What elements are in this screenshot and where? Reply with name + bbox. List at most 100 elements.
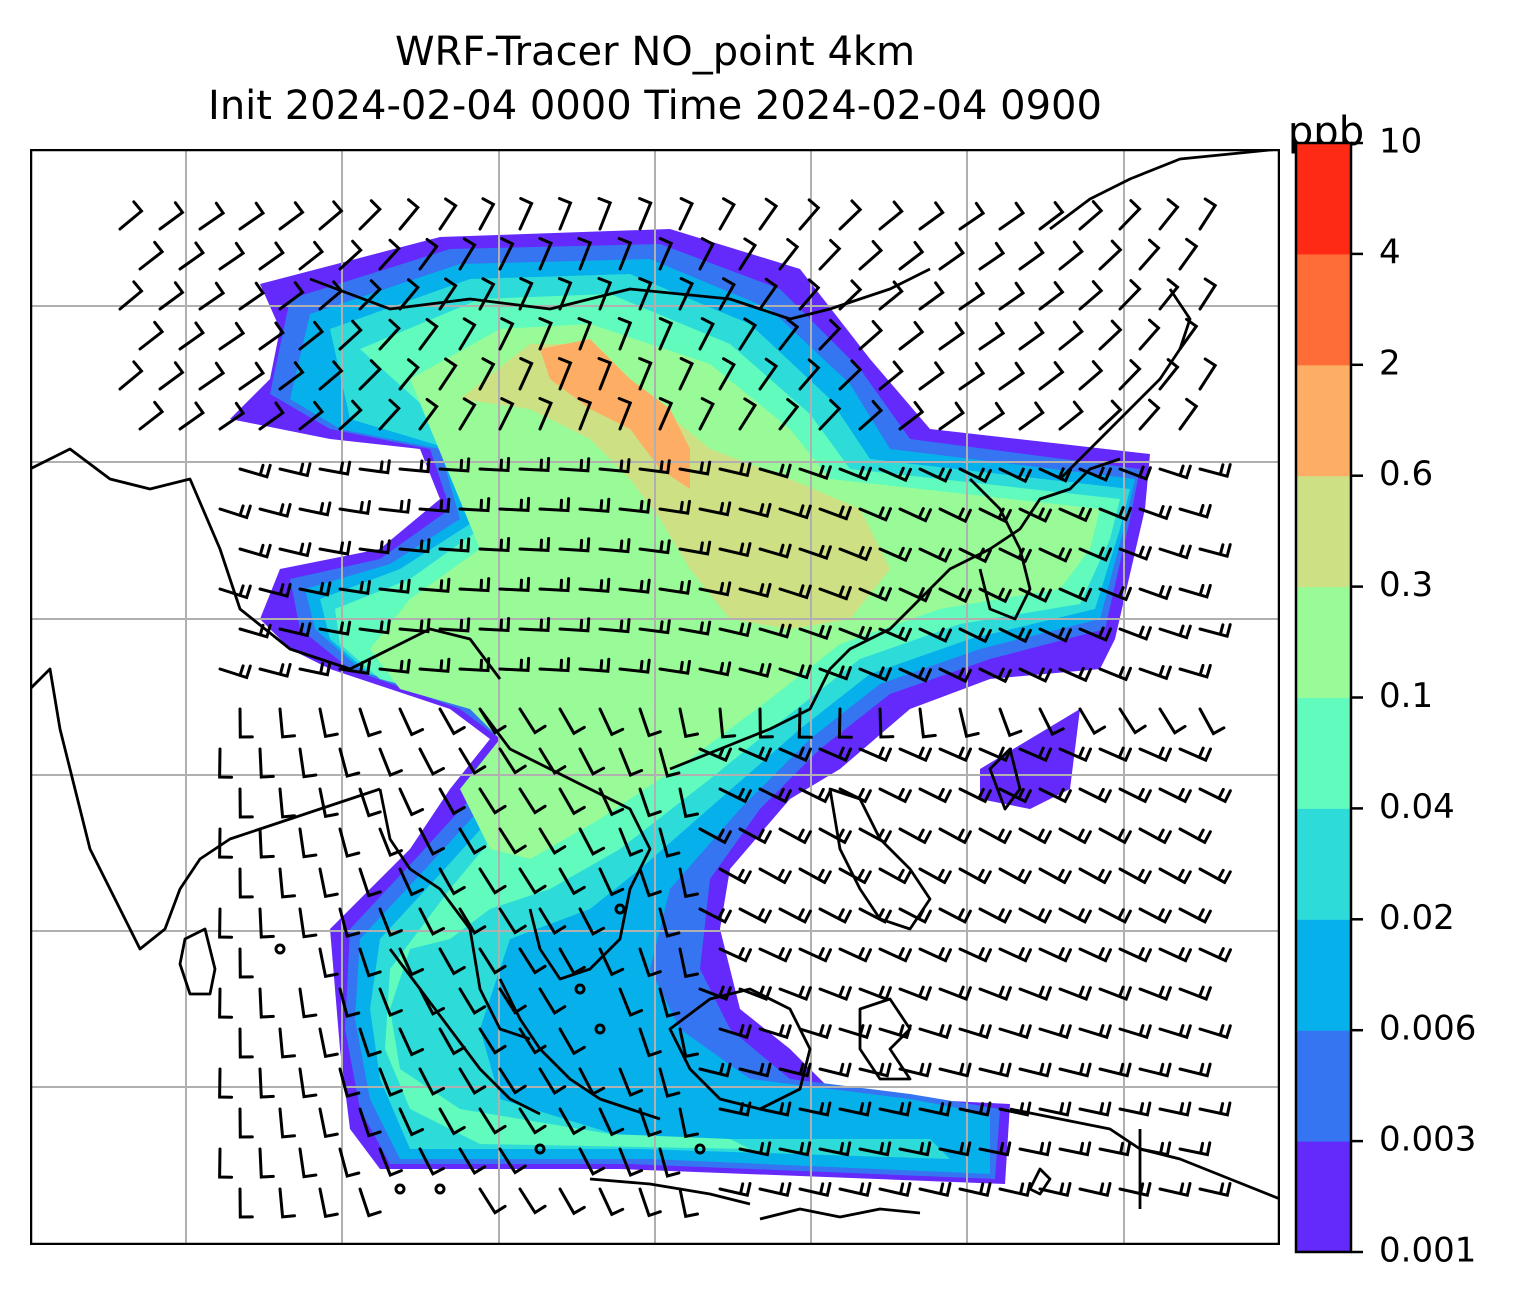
- wind-barb: [518, 357, 534, 391]
- wind-barb: [738, 582, 772, 598]
- wind-barb: [838, 1182, 872, 1197]
- wind-barb: [398, 867, 425, 897]
- wind-barb: [998, 627, 1032, 644]
- wind-barb: [498, 747, 527, 775]
- wind-barb: [838, 1101, 872, 1117]
- wind-barb: [638, 707, 662, 738]
- colorbar-tick-label: 0.006: [1379, 1009, 1476, 1049]
- wind-barb: [1178, 237, 1199, 271]
- wind-barb: [318, 787, 339, 819]
- wind-barb: [698, 985, 732, 1001]
- wind-barb: [478, 617, 511, 633]
- wind-barb: [878, 200, 904, 231]
- wind-barb: [258, 827, 275, 859]
- wind-barb: [718, 1182, 752, 1197]
- wind-barb: [1138, 318, 1161, 351]
- wind-barb: [518, 707, 547, 735]
- wind-barb: [798, 1024, 832, 1040]
- wind-barb: [338, 1147, 361, 1178]
- colorbar-tick-label: 0.1: [1379, 676, 1433, 716]
- wind-barb: [598, 538, 631, 554]
- wind-barb: [298, 661, 332, 677]
- wind-barb: [577, 397, 593, 431]
- colorbar-swatch: [1296, 1141, 1351, 1253]
- wind-barb: [597, 197, 613, 231]
- coast-india: [30, 667, 381, 951]
- wind-barb: [398, 618, 431, 634]
- wind-barb: [1138, 985, 1172, 1001]
- coast-mongolia-border: [309, 267, 931, 321]
- wind-barb: [298, 320, 325, 351]
- wind-barb: [938, 746, 972, 763]
- wind-barb: [798, 544, 832, 561]
- wind-barb: [938, 985, 972, 1001]
- wind-barb: [278, 1187, 296, 1219]
- wind-barb: [598, 1107, 625, 1137]
- wind-barb: [1198, 623, 1232, 639]
- colorbar-tick-label: 10: [1379, 122, 1422, 162]
- colorbar-tick-label: 4: [1379, 232, 1401, 272]
- wind-barb: [438, 457, 471, 473]
- wind-barb: [518, 1027, 547, 1055]
- wind-barb: [178, 241, 205, 271]
- wind-barb: [258, 503, 292, 518]
- map-panel: [30, 149, 1280, 1245]
- wind-barb: [1098, 827, 1132, 845]
- wind-barb: [318, 540, 352, 556]
- wind-barb: [878, 947, 912, 963]
- wind-barb: [698, 827, 732, 845]
- wind-barb: [1018, 1062, 1052, 1078]
- wind-barb: [638, 867, 662, 898]
- wind-barb: [1158, 947, 1192, 963]
- wind-barb: [978, 241, 1006, 271]
- wind-barb: [1018, 241, 1045, 271]
- wind-barb: [1118, 707, 1147, 735]
- wind-barb: [178, 321, 205, 351]
- wind-barb: [1118, 1024, 1152, 1040]
- wind-barb: [258, 907, 275, 939]
- wind-barb: [678, 460, 712, 476]
- wind-barb: [778, 827, 812, 845]
- wind-barb: [478, 1027, 507, 1055]
- wind-barb: [258, 241, 285, 271]
- wind-barb: [1138, 585, 1172, 601]
- wind-barb: [478, 1187, 507, 1215]
- wind-barb: [318, 280, 344, 311]
- wind-barb: [218, 907, 234, 939]
- wind-barb: [738, 827, 772, 845]
- wind-barb: [1198, 543, 1232, 559]
- wind-barb: [298, 827, 318, 859]
- wind-barb: [1138, 238, 1161, 271]
- wind-barb: [438, 617, 471, 633]
- wind-barb: [258, 1147, 275, 1179]
- wind-barb: [218, 747, 234, 779]
- wind-barb: [718, 707, 737, 739]
- wind-barb: [398, 707, 425, 737]
- wind-barb: [318, 947, 339, 979]
- wind-barb: [1038, 1182, 1072, 1197]
- wind-barb: [378, 907, 403, 937]
- wind-barb: [738, 397, 758, 431]
- wind-barb: [678, 707, 699, 739]
- coast-borneo: [668, 987, 812, 1111]
- wind-barb: [578, 497, 611, 513]
- wind-barb: [538, 1067, 567, 1095]
- colorbar-swatches: [1296, 143, 1351, 1253]
- wind-barb: [638, 947, 662, 978]
- wind-barb: [778, 584, 812, 600]
- wind-barb: [758, 947, 792, 963]
- wind-barb: [978, 827, 1012, 845]
- wind-barb: [698, 237, 715, 271]
- wind-barb: [998, 201, 1026, 231]
- wind-barb: [398, 787, 425, 817]
- wind-barb: [758, 357, 779, 391]
- colorbar-tick-label: 0.6: [1379, 454, 1433, 494]
- wind-barb: [618, 578, 651, 594]
- wind-barb: [1058, 985, 1092, 1001]
- calm-wind-circle: [574, 983, 586, 995]
- wind-barb: [238, 623, 272, 639]
- map-frame: [30, 149, 1280, 1245]
- wind-barb: [698, 501, 732, 517]
- wind-barb: [378, 747, 403, 777]
- wind-barb: [518, 867, 547, 895]
